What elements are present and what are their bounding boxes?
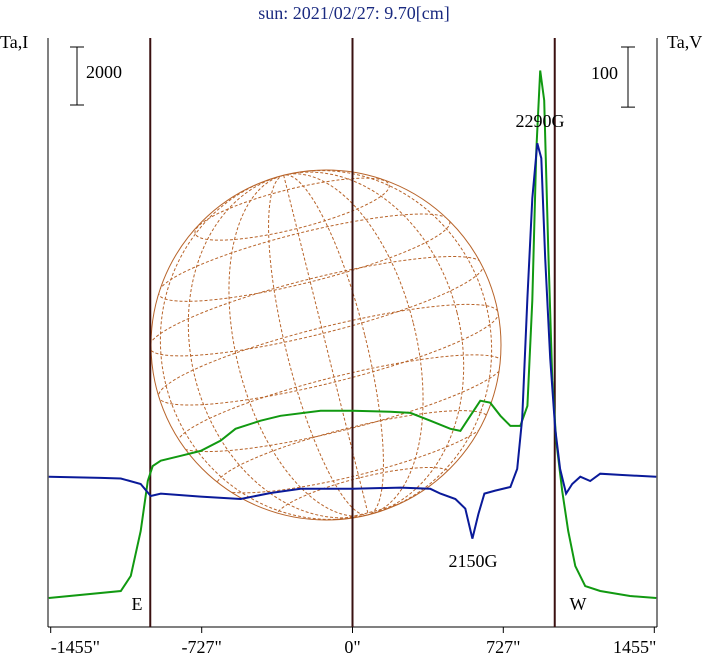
x-tick-label: 0" (344, 637, 360, 657)
y2-scale-bar (621, 46, 635, 108)
annotation: E (132, 594, 143, 614)
y-axis-label: Ta,I (0, 32, 28, 52)
y2-axis-label: Ta,V (667, 32, 702, 52)
annotation: 2290G (516, 111, 565, 131)
annotation: 2150G (449, 551, 498, 571)
x-tick-label: -727" (182, 637, 222, 657)
chart-title: sun: 2021/02/27: 9.70[cm] (258, 3, 450, 23)
solar-disk-grid (148, 169, 505, 524)
y-scale-label: 2000 (86, 62, 122, 82)
x-tick-label: 1455" (613, 637, 656, 657)
data-line (48, 142, 657, 539)
x-tick-label: -1455" (51, 637, 100, 657)
annotation: W (570, 594, 587, 614)
plot-lines (48, 70, 657, 599)
y-scale-bar (70, 46, 84, 106)
y2-scale-label: 100 (591, 63, 618, 83)
x-tick-label: 727" (486, 637, 520, 657)
